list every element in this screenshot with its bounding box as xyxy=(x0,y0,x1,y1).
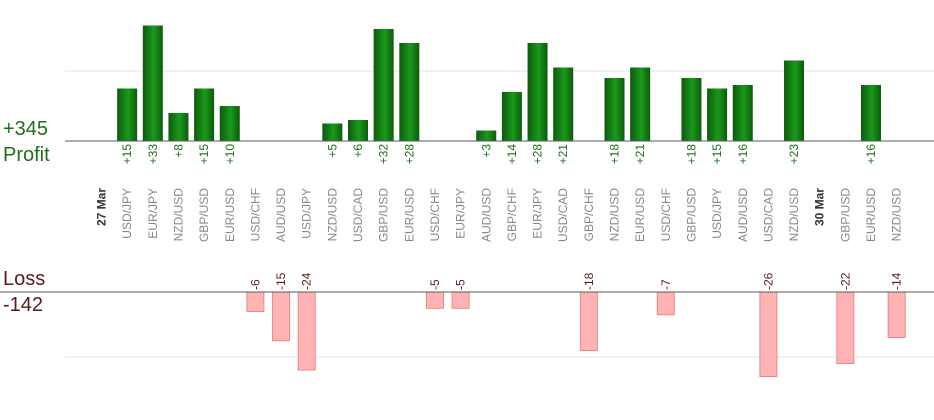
category-label: USD/CHF xyxy=(428,188,442,241)
category-label: EUR/USD xyxy=(633,188,647,242)
category-label: AUD/USD xyxy=(274,188,288,242)
profit-data-label: +18 xyxy=(608,144,622,165)
profit-data-label: +16 xyxy=(864,144,878,165)
profit-data-label: +28 xyxy=(531,144,545,165)
loss-data-label: -18 xyxy=(582,272,596,290)
date-separator-label: 27 Mar xyxy=(95,188,109,226)
category-label: EUR/USD xyxy=(864,188,878,242)
profit-data-label: +3 xyxy=(479,144,493,158)
profit-bar xyxy=(322,123,343,141)
profit-total: +345 xyxy=(3,118,49,140)
profit-bar xyxy=(861,85,881,141)
profit-label: Profit xyxy=(3,144,50,166)
category-label: GBP/USD xyxy=(197,188,211,242)
category-label: AUD/USD xyxy=(736,188,750,242)
category-label: EUR/JPY xyxy=(531,188,545,239)
profit-data-label: +21 xyxy=(633,144,647,165)
profit-data-label: +8 xyxy=(171,144,185,158)
loss-bar xyxy=(759,291,778,377)
loss-bar xyxy=(579,291,598,351)
profit-data-label: +6 xyxy=(351,144,365,158)
category-label: EUR/JPY xyxy=(146,188,160,239)
loss-total: -142 xyxy=(3,294,44,316)
profit-data-label: +15 xyxy=(710,144,724,165)
category-label: NZD/USD xyxy=(325,188,339,242)
category-label: EUR/USD xyxy=(402,188,416,242)
profit-bar xyxy=(348,120,368,141)
profit-data-label: +15 xyxy=(120,144,134,165)
category-label: USD/JPY xyxy=(300,188,314,239)
loss-data-label: -15 xyxy=(274,272,288,290)
profit-bar xyxy=(707,88,728,141)
profit-data-label: +32 xyxy=(377,144,391,165)
loss-bar xyxy=(836,291,855,364)
loss-bar xyxy=(425,291,444,309)
profit-bar xyxy=(630,67,651,141)
category-label: USD/JPY xyxy=(710,188,724,239)
profit-bar xyxy=(604,78,625,141)
category-label: USD/CAD xyxy=(351,188,365,242)
category-label: GBP/CHF xyxy=(582,188,596,241)
category-label: GBP/USD xyxy=(684,188,698,242)
profit-bar xyxy=(194,88,215,141)
category-label: NZD/USD xyxy=(787,188,801,242)
profit-data-label: +23 xyxy=(787,144,801,165)
profit-data-label: +15 xyxy=(197,144,211,165)
loss-data-label: -14 xyxy=(890,272,904,290)
date-separator-label: 30 Mar xyxy=(813,188,827,226)
loss-bar xyxy=(246,291,265,312)
category-label: NZD/USD xyxy=(890,188,904,242)
profit-data-label: +10 xyxy=(223,144,237,165)
category-label: GBP/USD xyxy=(377,188,391,242)
loss-bar xyxy=(451,291,470,309)
category-label: USD/CAD xyxy=(761,188,775,242)
loss-data-label: -5 xyxy=(428,279,442,290)
loss-bar xyxy=(656,291,675,316)
loss-data-label: -26 xyxy=(761,272,775,290)
loss-bar xyxy=(272,291,291,342)
category-label: NZD/USD xyxy=(608,188,622,242)
loss-data-label: -22 xyxy=(838,272,852,290)
profit-data-label: +21 xyxy=(556,144,570,165)
profit-bar xyxy=(168,113,189,141)
loss-bar xyxy=(887,291,906,338)
profit-bar xyxy=(399,43,420,141)
category-label: EUR/USD xyxy=(223,188,237,242)
category-label: AUD/USD xyxy=(479,188,493,242)
category-label: USD/JPY xyxy=(120,188,134,239)
profit-bar xyxy=(501,92,522,141)
loss-bar xyxy=(297,291,316,371)
category-label: GBP/CHF xyxy=(505,188,519,241)
profit-bar xyxy=(373,29,394,141)
loss-data-label: -7 xyxy=(659,279,673,290)
profit-bar xyxy=(784,60,805,141)
profit-data-label: +16 xyxy=(736,144,750,165)
loss-data-label: -6 xyxy=(248,279,262,290)
profit-bar xyxy=(681,78,702,141)
loss-label: Loss xyxy=(3,268,46,290)
profit-bar xyxy=(553,67,574,141)
profit-bar xyxy=(219,106,240,141)
category-label: GBP/USD xyxy=(838,188,852,242)
loss-data-label: -24 xyxy=(300,272,314,290)
profit-bar xyxy=(117,88,138,141)
category-label: USD/CHF xyxy=(248,188,262,241)
profit-data-label: +28 xyxy=(402,144,416,165)
category-label: USD/CAD xyxy=(556,188,570,242)
profit-bar xyxy=(732,85,753,141)
category-label: USD/CHF xyxy=(659,188,673,241)
profit-data-label: +33 xyxy=(146,144,160,165)
profit-bar xyxy=(527,43,548,141)
category-label: EUR/JPY xyxy=(454,188,468,239)
profit-data-label: +18 xyxy=(684,144,698,165)
profit-data-label: +5 xyxy=(325,144,339,158)
profit-bar xyxy=(142,25,163,141)
category-label: NZD/USD xyxy=(171,188,185,242)
loss-data-label: -5 xyxy=(454,279,468,290)
profit-bar xyxy=(476,130,497,141)
profit-data-label: +14 xyxy=(505,144,519,165)
